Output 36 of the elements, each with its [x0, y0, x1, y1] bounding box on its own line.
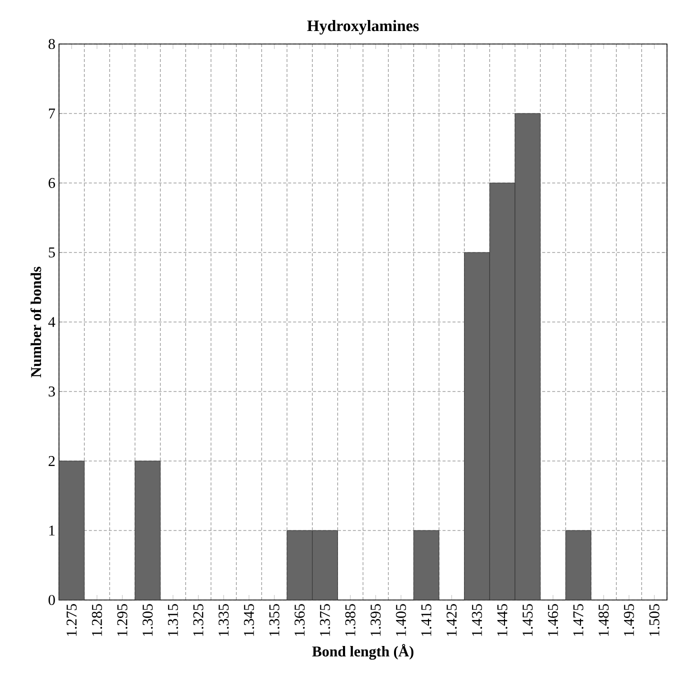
x-tick-label: 1.295 [117, 604, 128, 636]
x-tick-label: 1.445 [497, 604, 508, 636]
x-tick-label: 1.395 [370, 604, 381, 636]
y-tick-label: 5 [48, 248, 55, 258]
x-tick-label: 1.355 [269, 604, 280, 636]
y-axis-title: Number of bonds [30, 266, 42, 378]
x-tick-label: 1.285 [92, 604, 102, 636]
x-tick-label: 1.345 [244, 604, 254, 636]
y-tick-label: 6 [48, 178, 56, 188]
x-tick-label: 1.305 [142, 604, 153, 636]
x-tick-label: 1.495 [624, 604, 634, 636]
y-tick-label: 8 [48, 38, 55, 50]
x-tick-label: 1.455 [522, 604, 533, 636]
x-tick-label: 1.325 [193, 604, 204, 636]
y-tick-label: 2 [48, 456, 55, 466]
x-tick-label: 1.415 [421, 604, 432, 636]
x-tick-label: 1.315 [168, 604, 178, 636]
x-tick-label: 1.375 [320, 604, 330, 636]
x-tick-label: 1.365 [294, 604, 305, 636]
y-tick-label: 0 [48, 594, 55, 606]
x-tick-label: 1.335 [218, 604, 229, 636]
y-tick-label: 4 [48, 317, 56, 327]
x-tick-label: 1.275 [66, 604, 77, 636]
x-axis-title: Bond length (Å) [312, 644, 414, 660]
x-tick-label: 1.465 [548, 604, 558, 636]
x-tick-label: 1.435 [472, 604, 482, 636]
y-tick-label: 7 [48, 108, 56, 118]
x-tick-label: 1.485 [598, 604, 609, 636]
x-tick-label: 1.475 [573, 604, 584, 636]
y-tick-label: 1 [49, 526, 55, 536]
x-tick-label: 1.505 [649, 604, 660, 636]
x-tick-label: 1.385 [345, 604, 356, 636]
x-tick-label: 1.405 [396, 604, 406, 636]
chart-title: Hydroxylamines [307, 20, 419, 34]
y-tick-label: 3 [48, 386, 55, 397]
x-tick-label: 1.425 [446, 604, 457, 636]
